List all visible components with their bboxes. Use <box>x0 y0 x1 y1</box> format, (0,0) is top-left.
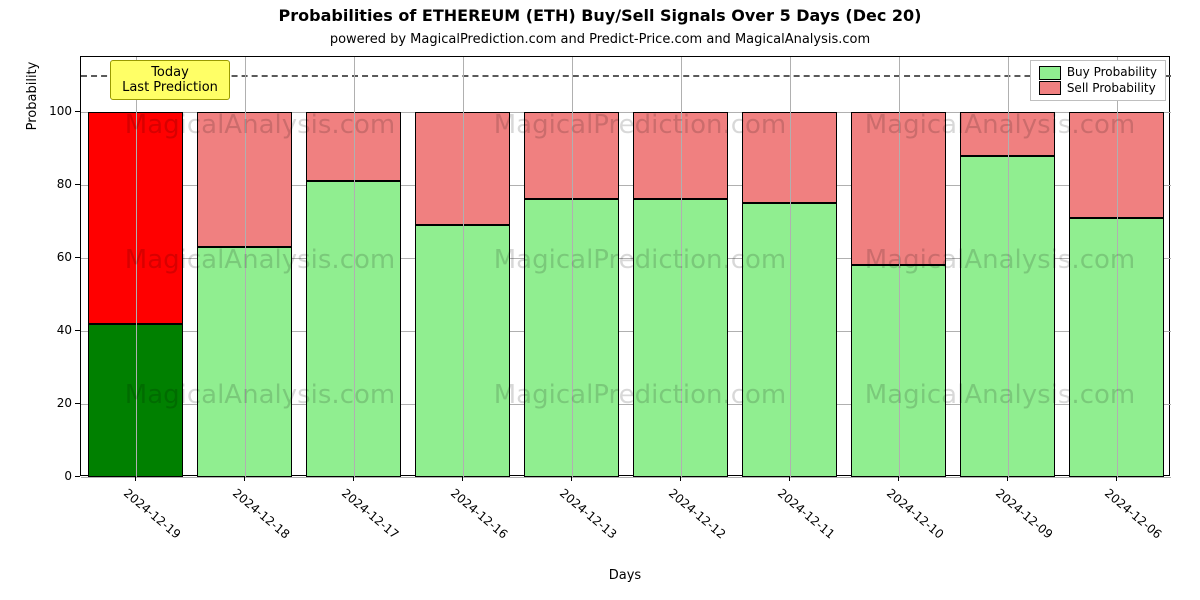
x-tick-mark <box>353 476 354 481</box>
legend-item-sell: Sell Probability <box>1039 81 1157 97</box>
chart-subtitle: powered by MagicalPrediction.com and Pre… <box>0 32 1200 47</box>
gridline <box>354 57 355 477</box>
x-tick-label: 2024-12-18 <box>230 486 292 542</box>
y-tick-mark <box>75 111 80 112</box>
x-tick-label: 2024-12-09 <box>993 486 1055 542</box>
gridline <box>136 57 137 477</box>
y-tick-label: 80 <box>40 177 72 191</box>
x-tick-label: 2024-12-19 <box>121 486 183 542</box>
y-tick-mark <box>75 403 80 404</box>
gridline <box>245 57 246 477</box>
callout-line-1: Today <box>119 65 221 80</box>
legend-swatch-sell <box>1039 81 1061 95</box>
x-tick-mark <box>571 476 572 481</box>
x-tick-label: 2024-12-17 <box>339 486 401 542</box>
y-tick-label: 60 <box>40 250 72 264</box>
chart-container: { "chart": { "type": "stacked-bar", "tit… <box>0 0 1200 600</box>
gridline <box>1008 57 1009 477</box>
y-tick-mark <box>75 184 80 185</box>
gridline <box>81 477 1171 478</box>
gridline <box>1117 57 1118 477</box>
x-tick-mark <box>135 476 136 481</box>
legend: Buy Probability Sell Probability <box>1030 60 1166 101</box>
x-tick-mark <box>462 476 463 481</box>
x-tick-mark <box>680 476 681 481</box>
x-axis-label: Days <box>80 568 1170 583</box>
y-tick-mark <box>75 257 80 258</box>
today-callout: Today Last Prediction <box>110 60 230 100</box>
y-tick-label: 0 <box>40 469 72 483</box>
x-tick-label: 2024-12-16 <box>448 486 510 542</box>
x-tick-mark <box>244 476 245 481</box>
x-tick-mark <box>898 476 899 481</box>
x-tick-label: 2024-12-11 <box>775 486 837 542</box>
x-tick-mark <box>789 476 790 481</box>
y-tick-mark <box>75 330 80 331</box>
gridline <box>463 57 464 477</box>
y-tick-mark <box>75 476 80 477</box>
legend-label-sell: Sell Probability <box>1067 81 1156 97</box>
gridline <box>572 57 573 477</box>
chart-title: Probabilities of ETHEREUM (ETH) Buy/Sell… <box>0 6 1200 25</box>
y-tick-label: 20 <box>40 396 72 410</box>
x-tick-mark <box>1007 476 1008 481</box>
gridline <box>681 57 682 477</box>
y-tick-label: 100 <box>40 104 72 118</box>
legend-label-buy: Buy Probability <box>1067 65 1157 81</box>
legend-swatch-buy <box>1039 66 1061 80</box>
x-tick-label: 2024-12-13 <box>557 486 619 542</box>
legend-item-buy: Buy Probability <box>1039 65 1157 81</box>
x-tick-label: 2024-12-12 <box>666 486 728 542</box>
x-tick-label: 2024-12-10 <box>884 486 946 542</box>
callout-line-2: Last Prediction <box>119 80 221 95</box>
y-axis-label: Probability <box>25 0 40 306</box>
x-tick-mark <box>1116 476 1117 481</box>
x-tick-label: 2024-12-06 <box>1102 486 1164 542</box>
gridline <box>790 57 791 477</box>
plot-area <box>80 56 1170 476</box>
y-tick-label: 40 <box>40 323 72 337</box>
gridline <box>899 57 900 477</box>
